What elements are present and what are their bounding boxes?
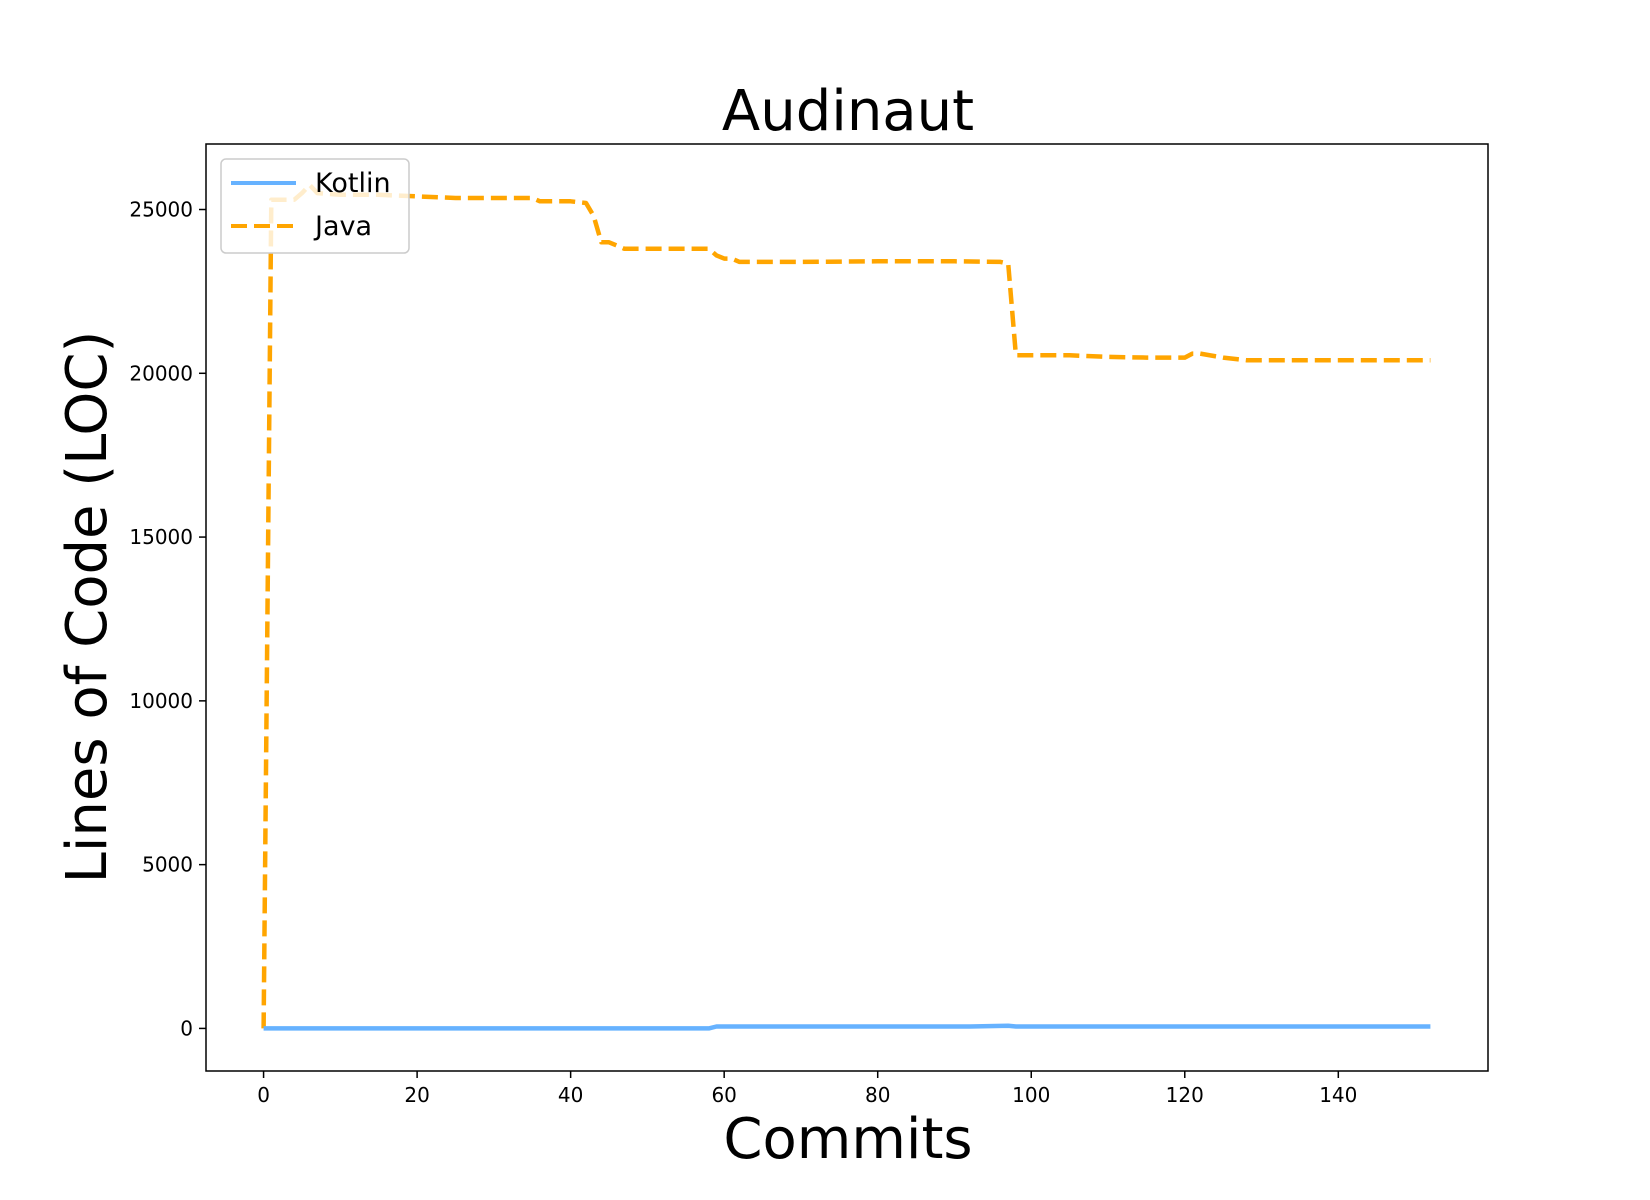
legend-label-kotlin: Kotlin (315, 168, 391, 199)
x-tick-label: 100 (1012, 1083, 1050, 1107)
x-tick-label: 0 (257, 1083, 270, 1107)
x-tick-label: 60 (711, 1083, 736, 1107)
x-tick-label: 20 (404, 1083, 429, 1107)
x-axis-label: Commits (723, 1107, 972, 1172)
x-tick-label: 140 (1319, 1083, 1357, 1107)
y-axis-label: Lines of Code (LOC) (55, 331, 120, 884)
y-axis-ticks: 0 5000 10000 15000 20000 25000 (129, 198, 206, 1040)
legend-label-java: Java (313, 211, 372, 242)
x-tick-label: 120 (1166, 1083, 1204, 1107)
plot-frame (205, 143, 1489, 1072)
y-tick-label: 10000 (129, 689, 193, 713)
legend: Kotlin Java (220, 158, 410, 254)
x-tick-label: 40 (558, 1083, 583, 1107)
y-tick-label: 0 (180, 1016, 193, 1040)
x-tick-label: 80 (865, 1083, 890, 1107)
chart-title: Audinaut (722, 79, 974, 144)
y-tick-label: 25000 (129, 198, 193, 222)
y-tick-label: 20000 (129, 361, 193, 385)
y-tick-label: 15000 (129, 525, 193, 549)
series-line-kotlin (263, 1023, 1431, 1031)
x-axis-ticks: 0 20 40 60 80 100 120 140 (257, 1071, 1357, 1107)
y-tick-label: 5000 (142, 853, 193, 877)
